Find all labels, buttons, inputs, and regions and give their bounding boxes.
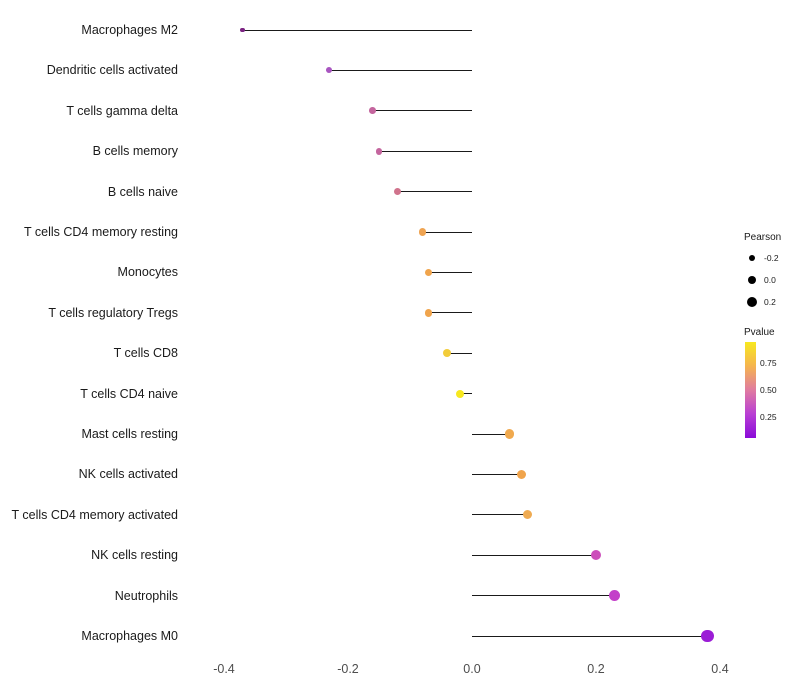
category-label: Dendritic cells activated [46,63,178,78]
category-label: T cells CD4 memory resting [24,225,178,239]
lollipop-stem [329,69,472,71]
category-label: T cells CD4 naive [80,386,178,401]
x-tick-label: -0.2 [337,662,359,676]
category-label: Neutrophils [114,588,178,603]
size-legend-dot-holder [744,254,760,262]
x-tick-label: -0.4 [213,662,235,676]
lollipop-dot [455,389,464,398]
lollipop-dot [590,549,602,561]
category-label: Macrophages M2 [81,23,178,37]
lollipop-stem [472,554,596,556]
size-legend-title: Pearson [744,232,782,243]
lollipop-stem [428,312,472,314]
lollipop-dot [523,510,533,520]
lollipop-stem [459,393,472,395]
category-label: T cells regulatory Tregs [48,305,178,320]
category-label: NK cells activated [78,467,178,482]
category-label: T cells CD8 [113,346,178,361]
lollipop-dot [418,228,427,236]
lollipop-stem [372,110,472,112]
category-label: B cells naive [107,184,178,199]
lollipop-stem [379,150,472,152]
lollipop-stem [422,231,472,233]
x-tick-label: 0.0 [463,662,481,676]
size-legend-dot-holder [744,296,760,308]
lollipop-stem [447,352,472,354]
pvalue-tick-label: 0.25 [760,411,777,422]
lollipop-dot [504,429,514,439]
size-legend-dot [748,254,756,262]
lollipop-stem [428,271,472,273]
lollipop-stem [397,191,472,193]
category-label: T cells gamma delta [66,103,178,118]
lollipop-stem [242,29,472,31]
category-label: Mast cells resting [81,427,178,441]
lollipop-dot [424,268,433,277]
lollipop-dot [701,629,714,643]
pvalue-tick-label: 0.50 [760,385,777,395]
legend: Pearson -0.2 0.0 0.2 Pvalue 0.75 0.50 0.25 [744,232,800,438]
lollipop-stem [472,473,522,475]
size-legend-label: 0.0 [764,275,776,285]
lollipop-stem [472,595,615,597]
x-tick-label: 0.2 [587,662,605,676]
size-legend-dot-holder [744,275,760,285]
size-legend-entry: 0.2 [744,291,800,313]
lollipop-stem [472,635,708,637]
category-label: Macrophages M0 [81,629,178,643]
pvalue-tick-label: 0.75 [760,358,777,369]
lollipop-dot [369,107,377,115]
color-legend-title: Pvalue [744,327,775,338]
category-label: T cells CD4 memory activated [11,507,179,522]
lollipop-dot [609,590,621,602]
category-label: B cells memory [92,144,178,159]
size-legend-entry: -0.2 [744,247,800,269]
pvalue-colorbar [745,342,756,438]
size-legend-label: 0.2 [764,297,776,307]
lollipop-dot [375,147,383,155]
lollipop-dot [424,308,433,317]
size-legend-entry: 0.0 [744,269,800,291]
lollipop-dot [443,349,452,358]
lollipop-dot [240,27,245,33]
lollipop-dot [516,469,527,480]
lollipop-stem [472,433,510,435]
size-legend-dot [747,275,757,285]
size-legend-dot [746,296,758,308]
pvalue-colorbar-wrap: 0.75 0.50 0.25 [744,342,800,438]
category-label: Monocytes [117,265,178,280]
category-label: NK cells resting [91,548,178,563]
size-legend-label: -0.2 [764,253,779,263]
lollipop-stem [472,514,528,516]
lollipop-dot [326,67,333,74]
size-legend-entries: -0.2 0.0 0.2 [744,247,800,313]
lollipop-dot [394,188,402,196]
x-tick-label: 0.4 [711,662,729,676]
